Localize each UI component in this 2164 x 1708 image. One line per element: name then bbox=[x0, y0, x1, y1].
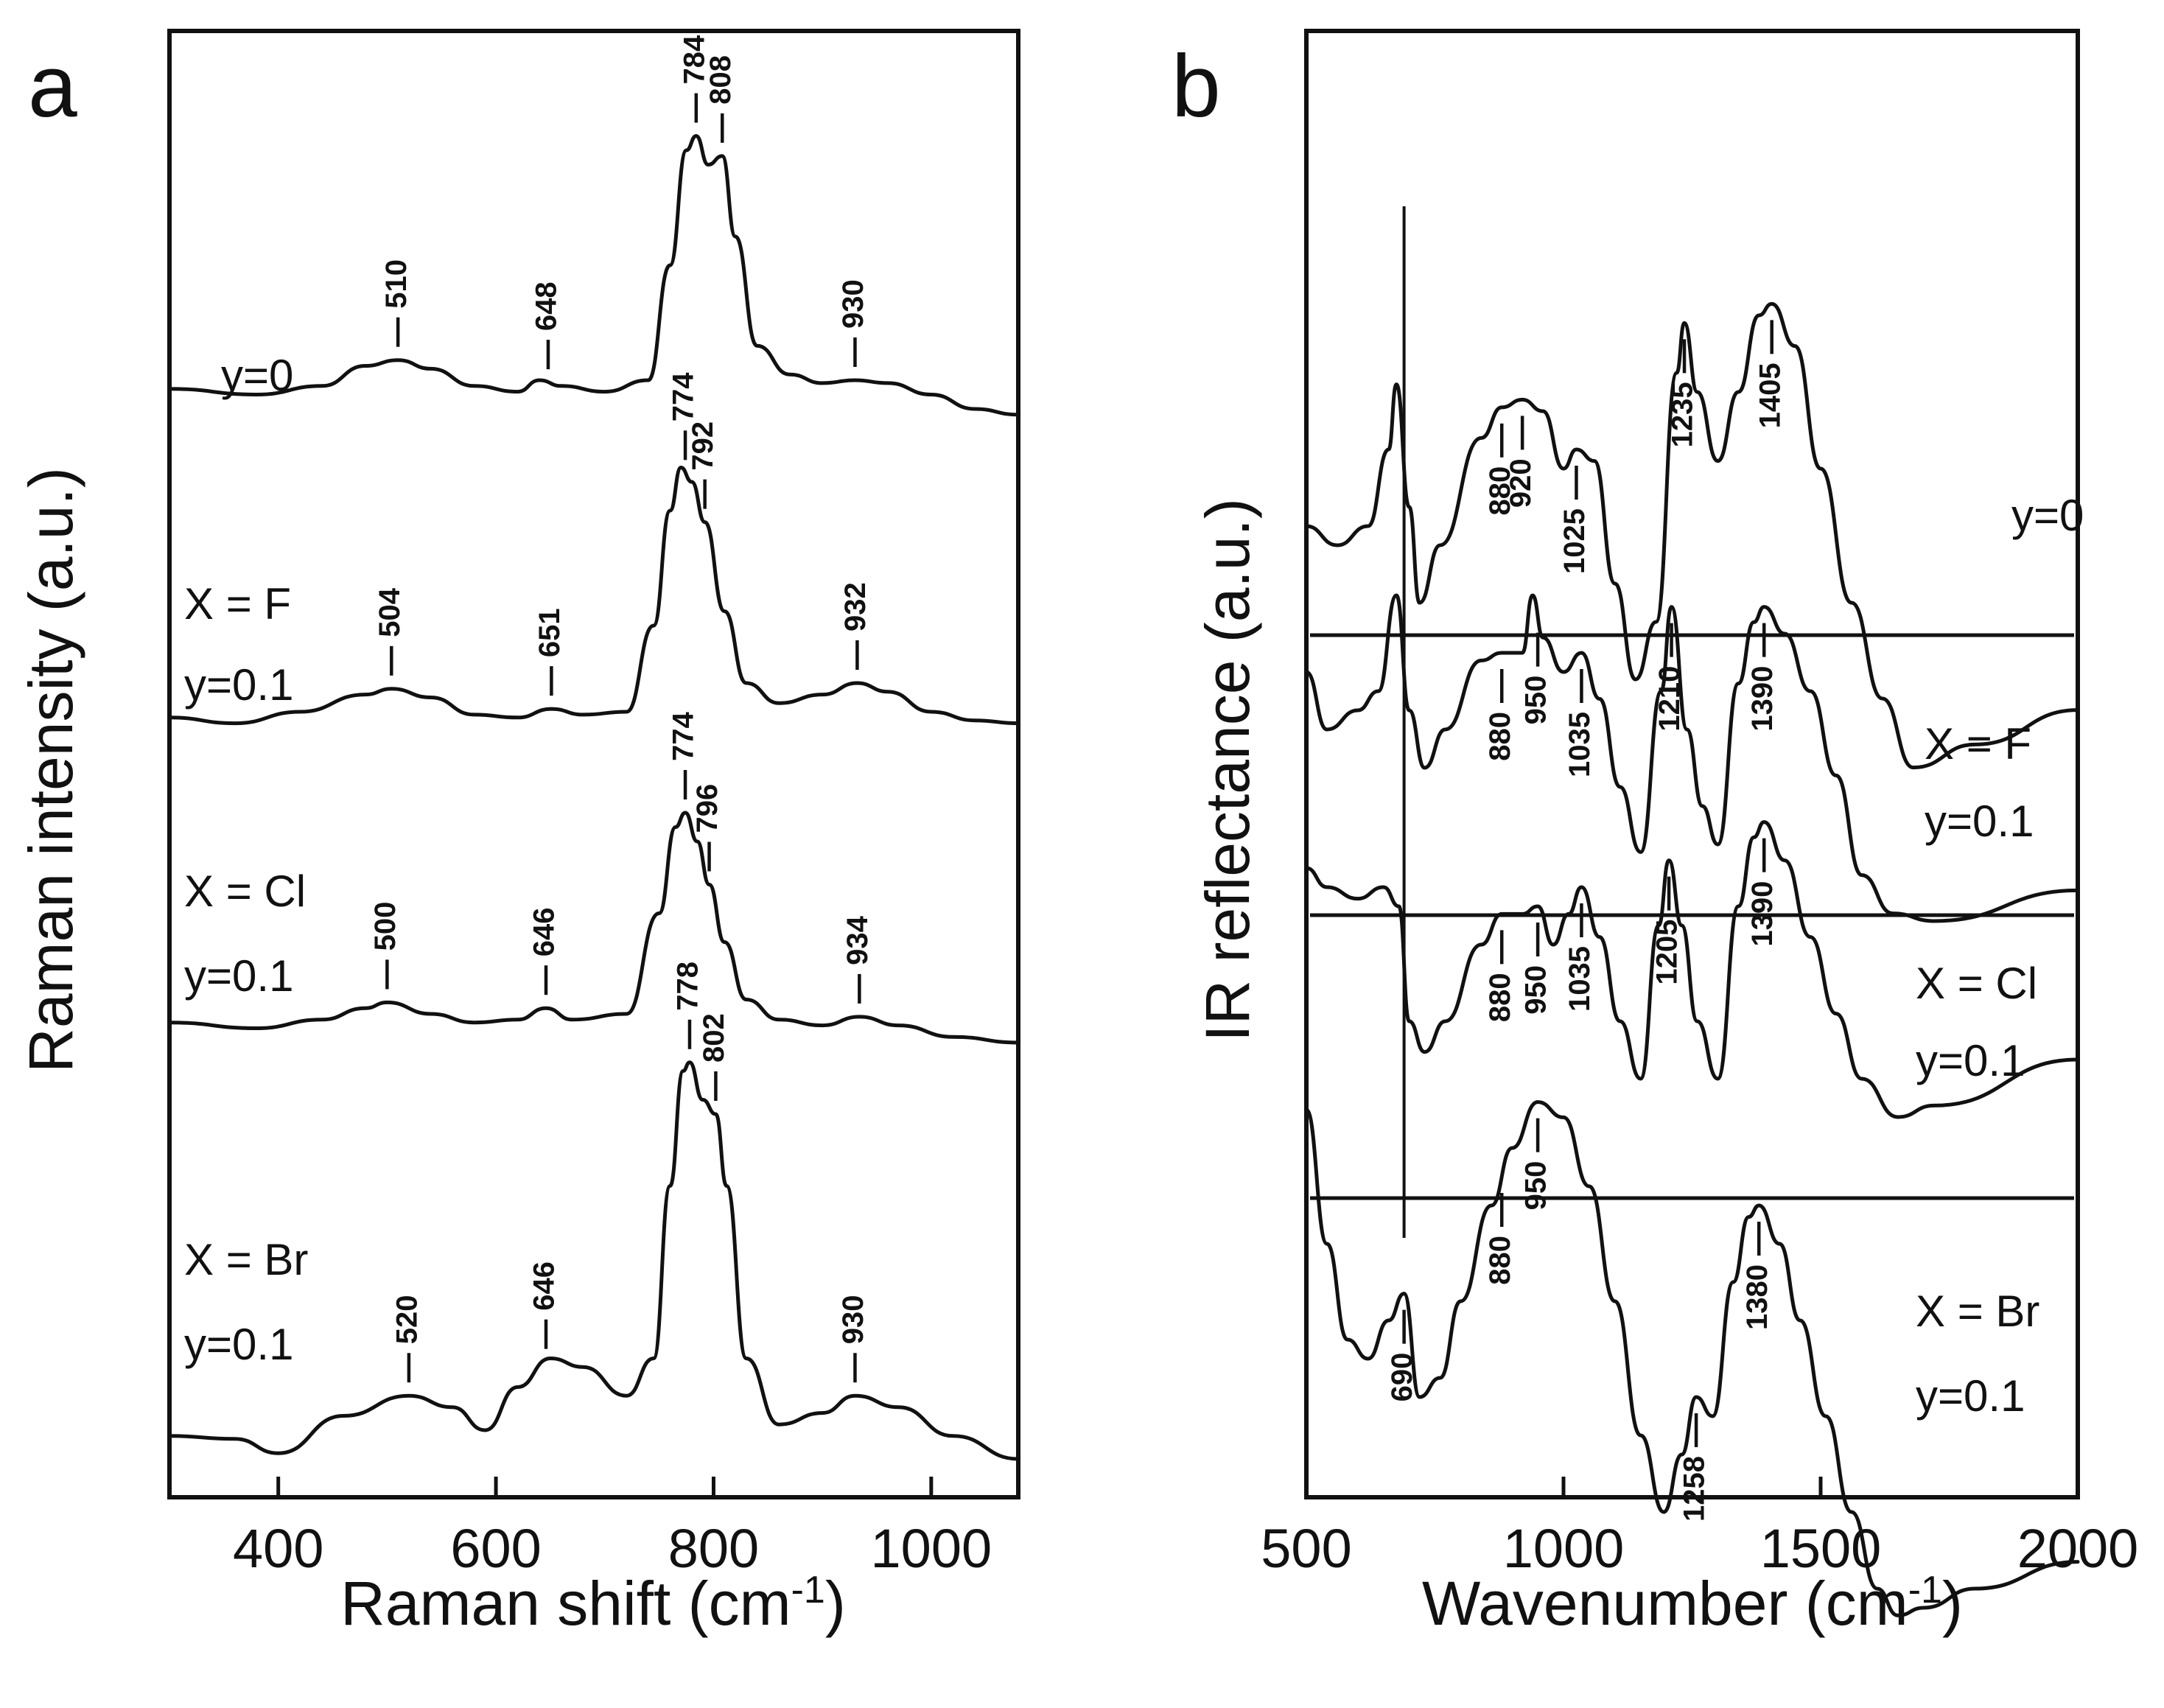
series-label: X = F bbox=[1925, 719, 2031, 769]
peak-label: 1025 bbox=[1558, 508, 1591, 574]
peak-label: 808 bbox=[704, 55, 737, 105]
peak-label: 1235 bbox=[1667, 382, 1699, 447]
peak-label: 1035 bbox=[1564, 712, 1596, 777]
series-line-3 bbox=[1304, 1100, 2080, 1617]
peak-label: 1405 bbox=[1754, 363, 1786, 428]
panel-a-letter: a bbox=[28, 37, 77, 136]
peak-label: 1035 bbox=[1564, 946, 1596, 1012]
peak-label: 950 bbox=[1520, 1161, 1552, 1211]
x-tick-label: 1000 bbox=[871, 1518, 992, 1579]
series-label: y=0.1 bbox=[184, 1320, 293, 1369]
y-axis-title: Raman intensity (a.u.) bbox=[16, 467, 85, 1073]
peak-label: 520 bbox=[391, 1295, 423, 1344]
series-line-1 bbox=[167, 466, 1020, 726]
x-axis-title: Wavenumber (cm-1) bbox=[1422, 1569, 1963, 1638]
peak-label: 690 bbox=[1386, 1353, 1418, 1402]
peak-label: 1210 bbox=[1653, 666, 1686, 732]
peak-label: 1390 bbox=[1746, 881, 1779, 947]
x-tick-label: 500 bbox=[1261, 1518, 1351, 1579]
series-label: y=0.1 bbox=[1916, 1371, 2025, 1421]
series-label: y=0.1 bbox=[1925, 797, 2034, 846]
peak-label: 651 bbox=[533, 608, 566, 657]
peak-label: 1390 bbox=[1746, 666, 1779, 732]
x-axis-title: Raman shift (cm-1) bbox=[340, 1569, 846, 1638]
peak-label: 920 bbox=[1505, 458, 1537, 508]
series-line-1 bbox=[1304, 593, 2080, 923]
peak-label: 510 bbox=[380, 259, 413, 309]
peak-label: 648 bbox=[531, 281, 563, 331]
x-tick-label: 600 bbox=[450, 1518, 541, 1579]
series-label: X = Br bbox=[1916, 1287, 2039, 1336]
peak-label: 784 bbox=[678, 35, 710, 84]
x-tick-label: 1000 bbox=[1503, 1518, 1625, 1579]
series-label: X = Cl bbox=[184, 867, 306, 916]
series-label: y=0.1 bbox=[1916, 1036, 2025, 1085]
peak-label: 1380 bbox=[1741, 1264, 1773, 1330]
series-label: y=0 bbox=[2011, 491, 2084, 540]
plot-frame bbox=[1304, 29, 2080, 1499]
peak-label: 796 bbox=[691, 784, 724, 833]
peak-label: 932 bbox=[839, 582, 872, 631]
peak-label: 930 bbox=[837, 1295, 869, 1344]
peak-label: 934 bbox=[841, 915, 874, 965]
peak-label: 500 bbox=[369, 902, 402, 951]
peak-label: 504 bbox=[374, 587, 406, 637]
x-tick-label: 400 bbox=[233, 1518, 323, 1579]
peak-label: 1205 bbox=[1651, 920, 1684, 985]
series-line-0 bbox=[1304, 301, 2080, 770]
plot-frame bbox=[167, 29, 1020, 1499]
series-label: y=0.1 bbox=[184, 951, 293, 1001]
panel-a: a 400 600 800 1000 Raman shift (cm-1) Raman i… bbox=[16, 29, 1020, 1638]
peak-label: 778 bbox=[672, 962, 704, 1011]
peak-label: 950 bbox=[1520, 965, 1552, 1015]
series-line-2 bbox=[167, 811, 1020, 1045]
series-line-2 bbox=[1304, 820, 2080, 1119]
peak-label: 1258 bbox=[1678, 1456, 1711, 1522]
peak-label: 646 bbox=[528, 907, 561, 956]
peak-label: 950 bbox=[1520, 676, 1552, 725]
peak-label: 802 bbox=[698, 1013, 730, 1063]
panel-b-letter: b bbox=[1172, 37, 1221, 136]
peak-label: 880 bbox=[1484, 973, 1516, 1022]
series-label: y=0 bbox=[221, 351, 293, 400]
peak-label: 774 bbox=[668, 712, 700, 761]
peak-label: 880 bbox=[1484, 1236, 1516, 1285]
series-label: X = F bbox=[184, 579, 291, 629]
series-line-3 bbox=[167, 1060, 1020, 1461]
x-tick-label: 800 bbox=[668, 1518, 759, 1579]
series-label: X = Cl bbox=[1916, 959, 2037, 1008]
peak-label: 792 bbox=[687, 421, 719, 471]
peak-label: 880 bbox=[1484, 466, 1516, 516]
series-label: y=0.1 bbox=[184, 660, 293, 710]
peak-label: 930 bbox=[837, 279, 869, 329]
peak-label: 646 bbox=[528, 1261, 561, 1311]
peak-label: 774 bbox=[668, 372, 700, 421]
series-line-0 bbox=[167, 134, 1020, 417]
series-label: X = Br bbox=[184, 1235, 308, 1284]
y-axis-title: IR reflectance (a.u.) bbox=[1193, 498, 1262, 1042]
peak-label: 880 bbox=[1484, 712, 1516, 761]
